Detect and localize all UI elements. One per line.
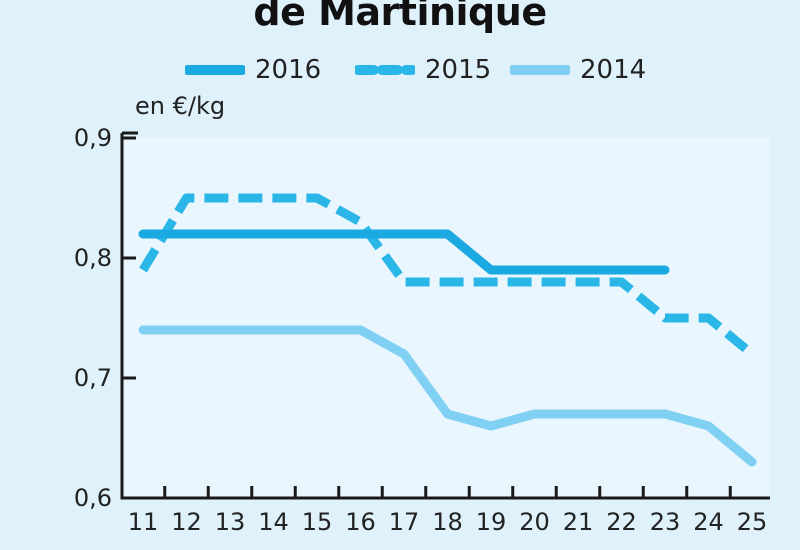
- legend-swatch-2016: [185, 65, 245, 75]
- legend-item-2015: 2015: [355, 50, 491, 90]
- legend-label-2014: 2014: [580, 55, 647, 85]
- x-tick-label: 13: [215, 508, 246, 536]
- x-tick-label: 23: [650, 508, 681, 536]
- tick-labels: 0,6 0,7 0,8 0,9 11 12 13 14 15 16 17 18 19 20 21 22 23 24…: [74, 124, 767, 536]
- y-tick-label: 0,6: [74, 484, 112, 512]
- x-tick-label: 17: [389, 508, 420, 536]
- x-tick-label: 22: [606, 508, 637, 536]
- legend-item-2014: 2014: [510, 50, 646, 90]
- series-line-2015: [139, 193, 755, 358]
- y-axis-unit-label: en €/kg: [135, 92, 226, 120]
- x-tick-label: 14: [258, 508, 289, 536]
- series-line-2016: [138, 229, 670, 275]
- x-tick-label: 12: [171, 508, 202, 536]
- x-tick-label: 25: [737, 508, 768, 536]
- x-tick-label: 24: [693, 508, 724, 536]
- plot-area: [122, 138, 770, 498]
- legend-item-2016: 2016: [185, 50, 321, 90]
- chart-title: de Martinique: [253, 0, 547, 34]
- y-tick-label: 0,7: [74, 364, 112, 392]
- legend-swatch-2015: [355, 65, 415, 75]
- x-tick-label: 21: [563, 508, 594, 536]
- legend-label-2015: 2015: [425, 55, 492, 85]
- x-tick-label: 15: [302, 508, 333, 536]
- x-tick-label: 19: [476, 508, 507, 536]
- legend-label-2016: 2016: [255, 55, 322, 85]
- axes: [120, 131, 770, 500]
- x-tick-label: 16: [345, 508, 376, 536]
- x-tick-label: 18: [432, 508, 463, 536]
- series-layer: [138, 193, 757, 467]
- legend: 2016 2015 2014: [0, 50, 800, 90]
- bottom-band: [0, 532, 800, 550]
- y-tick-label: 0,8: [74, 244, 112, 272]
- series-line-2014: [138, 325, 757, 467]
- x-tick-label: 11: [128, 508, 159, 536]
- x-tick-label: 20: [519, 508, 550, 536]
- y-tick-label: 0,9: [74, 124, 112, 152]
- legend-swatch-2014: [510, 65, 570, 75]
